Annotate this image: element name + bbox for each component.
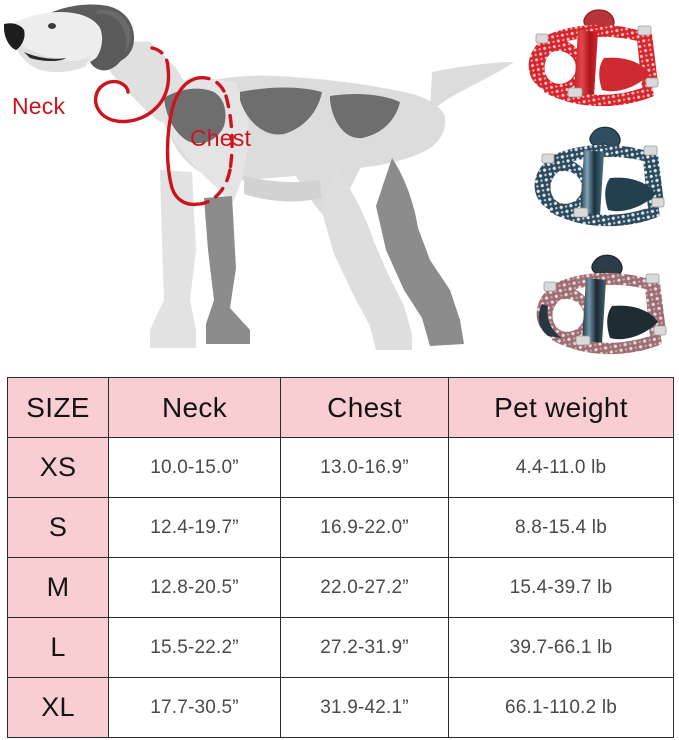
cell-chest: 31.9-42.1” [280, 677, 449, 738]
cell-neck: 12.4-19.7” [108, 497, 281, 558]
column-header-weight: Pet weight [448, 377, 674, 438]
size-chart: SIZE Neck Chest Pet weight XS 10.0-15.0”… [7, 377, 674, 738]
cell-neck: 17.7-30.5” [108, 677, 281, 738]
cell-neck: 15.5-22.2” [108, 617, 281, 678]
cell-weight: 39.7-66.1 lb [448, 617, 674, 678]
cell-neck: 12.8-20.5” [108, 557, 281, 618]
table-header-row: SIZE Neck Chest Pet weight [7, 377, 674, 438]
cell-size: L [7, 617, 109, 678]
cell-weight: 4.4-11.0 lb [448, 437, 674, 498]
cell-weight: 8.8-15.4 lb [448, 497, 674, 558]
table-row: XS 10.0-15.0” 13.0-16.9” 4.4-11.0 lb [7, 437, 674, 498]
cell-size: XS [7, 437, 109, 498]
column-header-neck: Neck [108, 377, 281, 438]
table-row: L 15.5-22.2” 27.2-31.9” 39.7-66.1 lb [7, 617, 674, 678]
cell-chest: 27.2-31.9” [280, 617, 449, 678]
cell-chest: 22.0-27.2” [280, 557, 449, 618]
size-chart-table: SIZE Neck Chest Pet weight XS 10.0-15.0”… [7, 377, 674, 738]
cell-size: S [7, 497, 109, 558]
cell-neck: 10.0-15.0” [108, 437, 281, 498]
neck-measure-label: Neck [12, 93, 66, 119]
cell-weight: 15.4-39.7 lb [448, 557, 674, 618]
cell-size: XL [7, 677, 109, 738]
dog-diagram-icon [4, 4, 514, 350]
harness-pink-thumbnail [536, 254, 667, 355]
column-header-chest: Chest [280, 377, 449, 438]
cell-size: M [7, 557, 109, 618]
table-row: M 12.8-20.5” 22.0-27.2” 15.4-39.7 lb [7, 557, 674, 618]
harness-blue-thumbnail [534, 126, 665, 227]
table-row: S 12.4-19.7” 16.9-22.0” 8.8-15.4 lb [7, 497, 674, 558]
column-header-size: SIZE [7, 377, 109, 438]
cell-weight: 66.1-110.2 lb [448, 677, 674, 738]
measurement-illustration: Neck Chest [4, 4, 667, 355]
cell-chest: 16.9-22.0” [280, 497, 449, 558]
chest-measure-label: Chest [190, 125, 252, 151]
table-row: XL 17.7-30.5” 31.9-42.1” 66.1-110.2 lb [7, 677, 674, 738]
harness-red-thumbnail [528, 9, 659, 107]
cell-chest: 13.0-16.9” [280, 437, 449, 498]
